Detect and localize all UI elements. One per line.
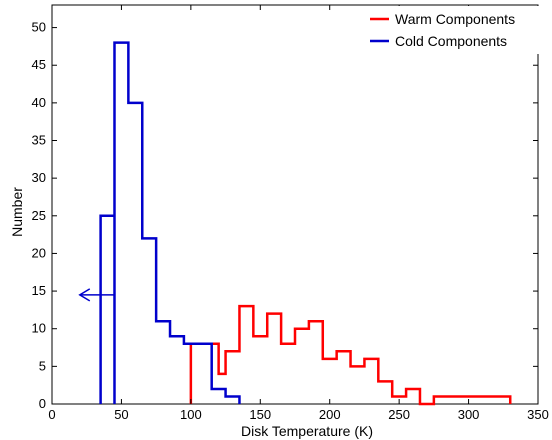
- series-warm-components: [189, 304, 512, 406]
- y-tick-label: 30: [32, 170, 46, 185]
- series-layer: [99, 41, 512, 406]
- y-tick-label: 5: [39, 358, 46, 373]
- y-tick-label: 20: [32, 245, 46, 260]
- y-tick-label: 0: [39, 396, 46, 411]
- x-tick-label: 150: [249, 407, 271, 422]
- x-tick-label: 50: [114, 407, 128, 422]
- legend: Warm Components Cold Components: [364, 6, 540, 54]
- y-tick-label: 35: [32, 133, 46, 148]
- y-tick-label: 45: [32, 57, 46, 72]
- y-tick-label: 10: [32, 321, 46, 336]
- x-axis-title: Disk Temperature (K): [241, 423, 373, 439]
- legend-box: [364, 6, 540, 54]
- annotation-layer: [78, 288, 115, 302]
- ticks-layer: 0 50 100 150 200 250 300 350 0 5 10 15 20 25 30 35 40 45 5…: [32, 5, 549, 422]
- plot-area-border: [51, 4, 539, 405]
- x-tick-label: 350: [527, 407, 549, 422]
- upper-limit-arrow-head: [78, 288, 91, 302]
- y-tick-label: 50: [32, 20, 46, 35]
- y-tick-label: 40: [32, 95, 46, 110]
- y-axis-title: Number: [9, 187, 25, 237]
- legend-label-cold: Cold Components: [395, 33, 507, 49]
- x-tick-label: 100: [180, 407, 202, 422]
- x-tick-label: 250: [388, 407, 410, 422]
- plot-frame: [51, 4, 539, 405]
- y-tick-label: 25: [32, 208, 46, 223]
- x-tick-label: 300: [458, 407, 480, 422]
- x-tick-label: 0: [48, 407, 55, 422]
- y-tick-label: 15: [32, 283, 46, 298]
- x-tick-label: 200: [319, 407, 341, 422]
- series-cold-components: [99, 41, 241, 404]
- legend-label-warm: Warm Components: [395, 11, 515, 27]
